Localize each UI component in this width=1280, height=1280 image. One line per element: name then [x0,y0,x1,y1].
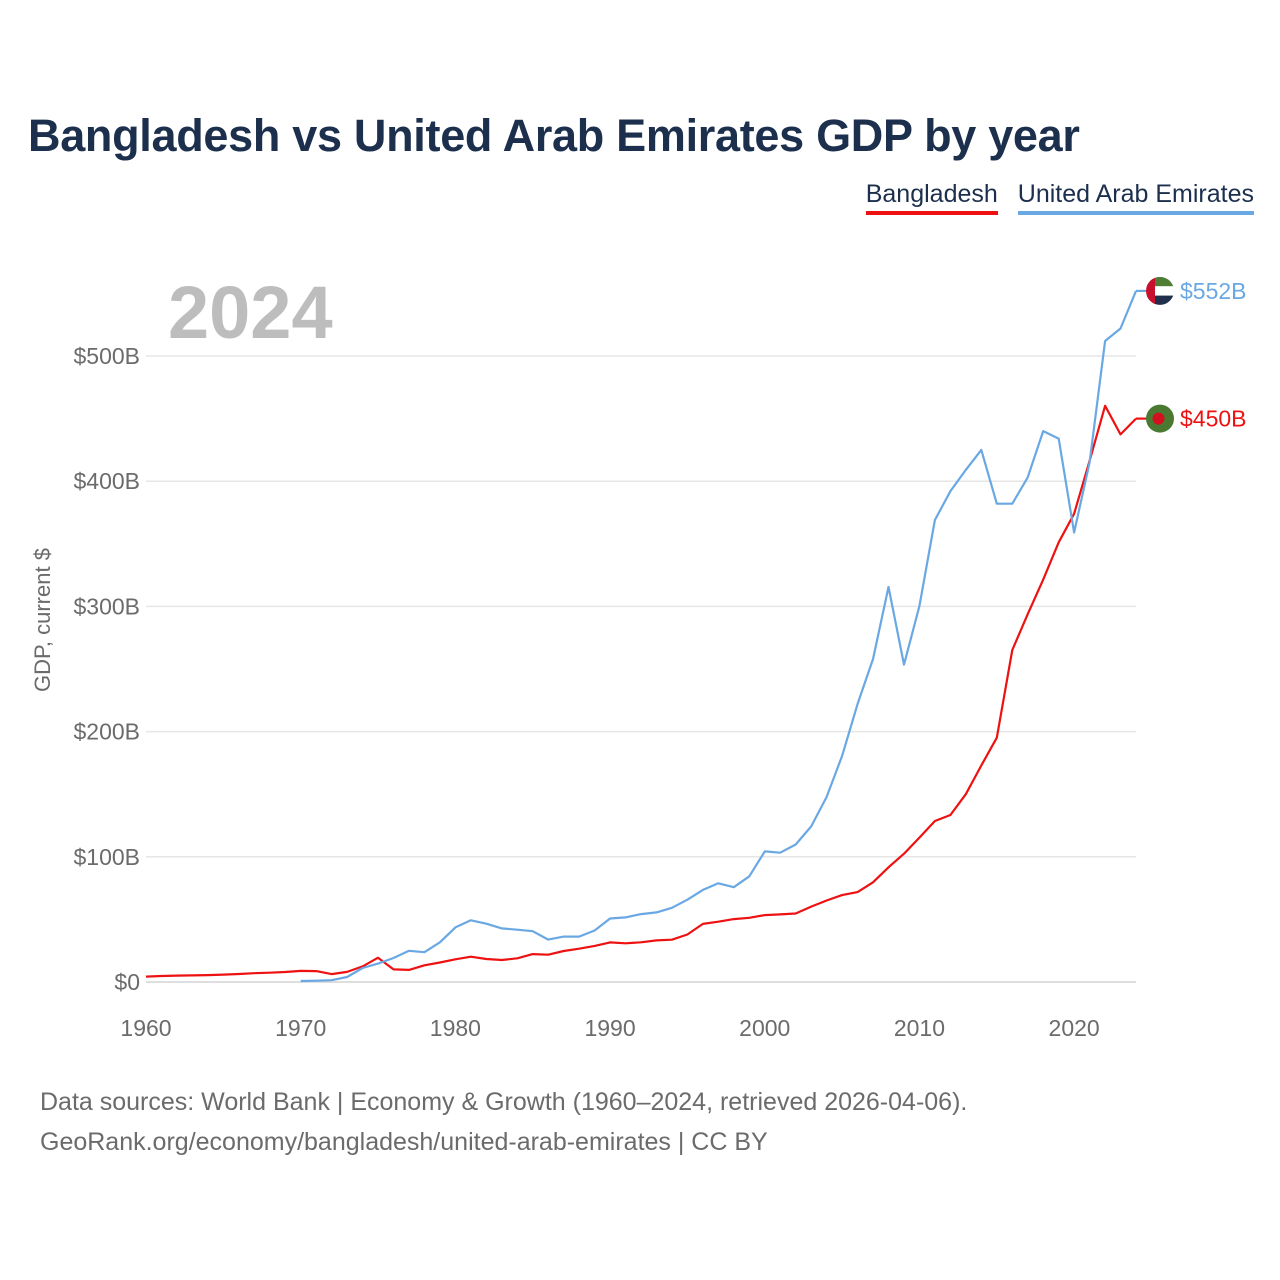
y-tick-label: $500B [73,343,140,369]
bangladesh-flag-icon [1146,404,1174,433]
chart-title: Bangladesh vs United Arab Emirates GDP b… [28,110,1080,161]
x-tick-label: 1970 [275,1015,326,1041]
series-line-bangladesh [145,404,1137,978]
legend-item-bangladesh[interactable]: Bangladesh [865,180,998,215]
series-end-value-uae: $552B [1180,278,1247,304]
x-axis-tick-labels: 1960 1970 1980 1990 2000 2010 2020 [120,1015,1099,1041]
year-watermark: 2024 [168,271,333,354]
series-line-uae [300,290,1138,983]
source-line-1: Data sources: World Bank | Economy & Gro… [40,1088,968,1116]
series-lines [145,290,1138,983]
y-tick-label: $300B [73,593,140,619]
x-tick-label: 1990 [584,1015,635,1041]
series-end-markers: $450B $552B [1136,276,1247,433]
series-end-value-bangladesh: $450B [1180,406,1247,432]
legend-item-uae[interactable]: United Arab Emirates [1017,180,1254,215]
x-tick-label: 2020 [1049,1015,1100,1041]
source-line-2[interactable]: GeoRank.org/economy/bangladesh/united-ar… [40,1128,768,1156]
legend: Bangladesh United Arab Emirates [865,180,1254,215]
y-tick-label: $100B [73,844,140,870]
y-tick-label: $400B [73,468,140,494]
y-tick-label: $200B [73,719,140,745]
grid-lines [146,355,1136,983]
x-tick-label: 2000 [739,1015,790,1041]
x-tick-label: 1960 [120,1015,171,1041]
x-tick-label: 1980 [430,1015,481,1041]
data-source-footer: Data sources: World Bank | Economy & Gro… [40,1082,967,1162]
x-tick-label: 2010 [894,1015,945,1041]
y-axis-label: GDP, current $ [30,548,55,692]
uae-flag-icon [1146,276,1174,305]
y-tick-label: $0 [114,969,140,995]
y-axis-tick-labels: $0 $100B $200B $300B $400B $500B [73,343,140,995]
